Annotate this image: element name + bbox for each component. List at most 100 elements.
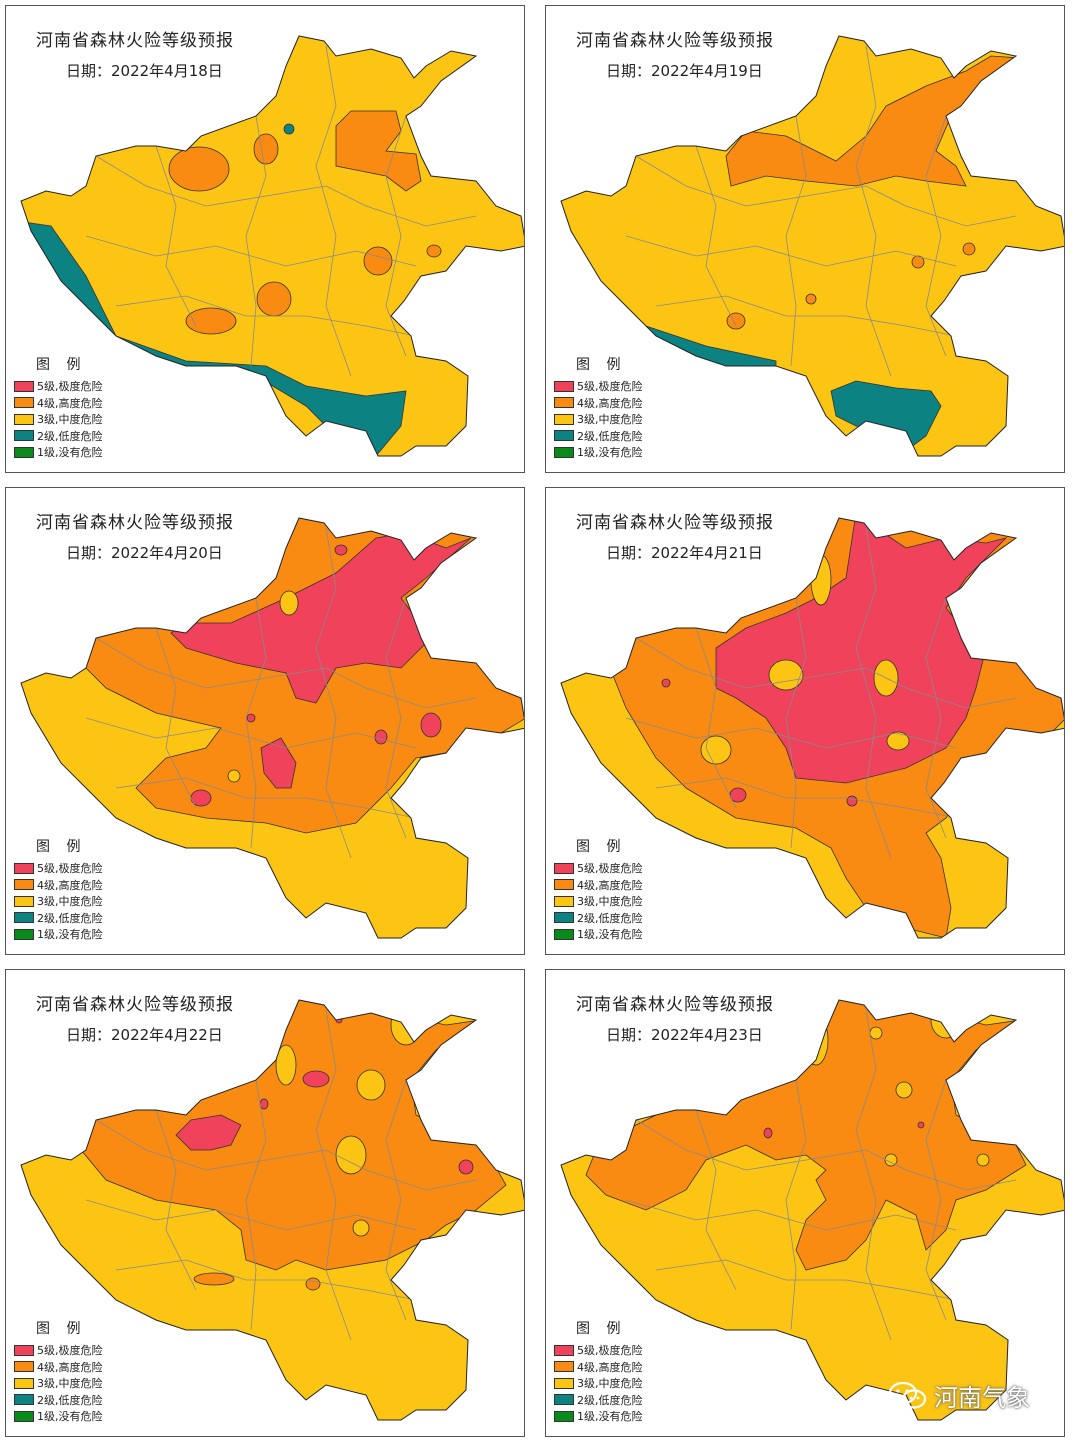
- legend: 图 例 5级,极度危险 4级,高度危险 3级,中度危险 2级,低度危险 1级,没…: [554, 1318, 643, 1425]
- legend-swatch: [14, 895, 34, 907]
- legend-swatch: [554, 430, 574, 442]
- county-boundaries: [85, 45, 477, 377]
- legend-item: 2级,低度危险: [554, 910, 643, 927]
- legend-item: 5级,极度危险: [14, 378, 103, 395]
- legend-item: 5级,极度危险: [14, 1342, 103, 1359]
- zone-level3: [884, 1153, 898, 1167]
- legend-title: 图 例: [576, 839, 627, 855]
- forecast-date: 日期：2022年4月18日: [66, 62, 223, 80]
- legend-label: 4级,高度危险: [577, 396, 643, 410]
- legend-item: 4级,高度危险: [554, 877, 643, 894]
- zone-level4: [168, 146, 230, 192]
- legend-item: 2级,低度危险: [14, 1392, 103, 1409]
- legend-label: 4级,高度危险: [577, 1360, 643, 1374]
- legend-swatch: [554, 862, 574, 874]
- legend-item: 2级,低度危险: [554, 428, 643, 445]
- zone-level5: [302, 1070, 330, 1088]
- legend-label: 3级,中度危险: [37, 413, 103, 427]
- legend-label: 1级,没有危险: [37, 446, 103, 460]
- legend-title: 图 例: [36, 839, 87, 855]
- legend-item: 4级,高度危险: [14, 1359, 103, 1376]
- forecast-date: 日期：2022年4月21日: [606, 544, 763, 562]
- zone-level5: [846, 795, 858, 807]
- legend-swatch: [14, 1394, 34, 1406]
- legend-label: 5级,极度危险: [577, 862, 643, 876]
- legend-swatch: [14, 1410, 34, 1422]
- legend-label: 4级,高度危险: [37, 396, 103, 410]
- henan-map: [560, 35, 1064, 457]
- map-title: 河南省森林火险等级预报: [36, 513, 234, 533]
- legend-swatch: [14, 862, 34, 874]
- legend-label: 2级,低度危险: [577, 911, 643, 925]
- legend-swatch: [554, 413, 574, 425]
- legend-swatch: [554, 912, 574, 924]
- zone-level5: [763, 1127, 773, 1139]
- zone-level2: [283, 123, 295, 135]
- zone-level4: [911, 255, 925, 269]
- zone-level3: [335, 1135, 367, 1175]
- legend-item: 4级,高度危险: [554, 395, 643, 412]
- legend-item: 4级,高度危险: [554, 1359, 643, 1376]
- map-title: 河南省森林火险等级预报: [576, 513, 774, 533]
- legend-swatch: [554, 1344, 574, 1356]
- map-panel-apr18: 河南省森林火险等级预报 日期：2022年4月18日 图 例 5级,极度危险 4级…: [5, 5, 525, 473]
- legend-label: 2级,低度危险: [37, 1393, 103, 1407]
- legend-swatch: [14, 928, 34, 940]
- legend-label: 1级,没有危险: [577, 1410, 643, 1424]
- legend-swatch: [554, 928, 574, 940]
- legend-item: 3级,中度危险: [554, 893, 643, 910]
- zone-level5: [170, 532, 472, 704]
- legend-swatch: [554, 397, 574, 409]
- zone-level2: [830, 380, 942, 452]
- zone-level3: [227, 769, 241, 783]
- legend-item: 2级,低度危险: [554, 1392, 643, 1409]
- legend-label: 4级,高度危险: [37, 1360, 103, 1374]
- legend-swatch: [14, 380, 34, 392]
- legend-label: 5级,极度危险: [577, 380, 643, 394]
- legend-label: 1级,没有危险: [577, 446, 643, 460]
- legend-swatch: [14, 879, 34, 891]
- legend-label: 1级,没有危险: [37, 928, 103, 942]
- legend-label: 5级,极度危险: [37, 862, 103, 876]
- zone-level3: [768, 659, 804, 691]
- zone-level5: [334, 544, 348, 556]
- legend-label: 3级,中度危险: [37, 895, 103, 909]
- legend-swatch: [14, 1361, 34, 1373]
- county-boundaries: [85, 1009, 477, 1341]
- zone-level5: [715, 518, 1008, 784]
- legend-item: 4级,高度危险: [14, 395, 103, 412]
- legend-label: 5级,极度危险: [577, 1344, 643, 1358]
- county-boundaries: [625, 527, 1017, 859]
- zone-level5: [917, 1121, 925, 1129]
- legend-title: 图 例: [576, 1321, 627, 1337]
- legend-label: 3级,中度危险: [37, 1377, 103, 1391]
- county-boundaries: [85, 527, 477, 859]
- legend-swatch: [14, 397, 34, 409]
- legend-item: 2级,低度危险: [14, 910, 103, 927]
- legend-swatch: [14, 1344, 34, 1356]
- legend-item: 3级,中度危险: [14, 411, 103, 428]
- zone-level4: [363, 246, 393, 276]
- legend-label: 3级,中度危险: [577, 1377, 643, 1391]
- henan-map: [20, 999, 524, 1421]
- zone-level4: [253, 133, 279, 165]
- legend-swatch: [554, 1361, 574, 1373]
- legend-swatch: [554, 1410, 574, 1422]
- legend-swatch: [14, 446, 34, 458]
- county-boundaries: [625, 45, 1017, 377]
- zone-level4: [193, 1272, 235, 1286]
- henan-map: [20, 35, 524, 457]
- legend-label: 2级,低度危险: [37, 911, 103, 925]
- legend-swatch: [14, 1377, 34, 1389]
- legend-label: 4级,高度危险: [577, 878, 643, 892]
- legend: 图 例 5级,极度危险 4级,高度危险 3级,中度危险 2级,低度危险 1级,没…: [14, 354, 103, 461]
- forecast-date: 日期：2022年4月20日: [66, 544, 223, 562]
- henan-map: [560, 517, 1064, 939]
- zone-level5: [175, 1114, 242, 1151]
- legend-swatch: [554, 380, 574, 392]
- legend-item: 2级,低度危险: [14, 428, 103, 445]
- legend: 图 例 5级,极度危险 4级,高度危险 3级,中度危险 2级,低度危险 1级,没…: [554, 836, 643, 943]
- legend-label: 1级,没有危险: [577, 928, 643, 942]
- legend-label: 1级,没有危险: [37, 1410, 103, 1424]
- zone-level3: [895, 1081, 913, 1099]
